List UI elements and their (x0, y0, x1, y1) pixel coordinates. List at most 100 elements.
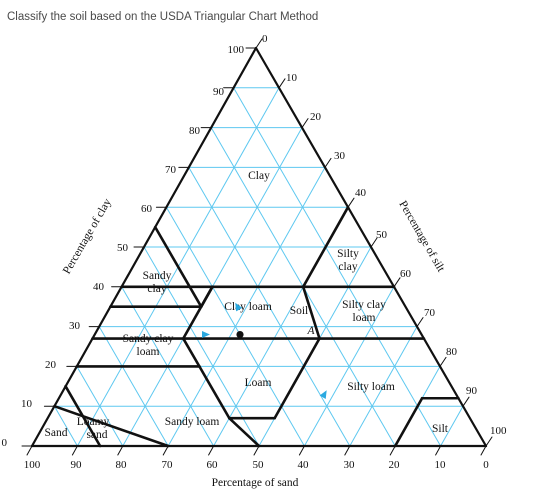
grid-line-sand (188, 166, 351, 447)
class-label-clay-loam: Clay loam (224, 301, 272, 313)
class-label-silty-clay: Silty (337, 248, 359, 260)
silt-tick (393, 277, 401, 288)
silt-tick (439, 356, 447, 367)
grid-line-sand (233, 87, 442, 447)
grid-line-sand (143, 246, 260, 447)
class-label-clay: Clay (248, 170, 270, 182)
class-boundary (153, 225, 203, 309)
class-label-silty-loam: Silty loam (347, 381, 395, 393)
soil-sample-point (236, 330, 244, 339)
sand-guide-arrow (235, 302, 243, 312)
sand-tick (389, 445, 396, 456)
class-boundary (198, 365, 231, 420)
silt-tick (462, 396, 470, 407)
clay-tick-label: 70 (165, 164, 177, 176)
class-boundary (301, 285, 321, 340)
silt-tick-label: 80 (446, 346, 458, 358)
sand-tick-label: 100 (24, 459, 41, 471)
silt-tick-label: 30 (334, 150, 346, 162)
clay-tick-label: 60 (141, 203, 153, 215)
sand-tick-label: 30 (344, 459, 356, 471)
silt-tick-label: 70 (424, 307, 436, 319)
class-label-sandy-clay-loam: Sandy clay (123, 333, 174, 345)
sand-tick (480, 445, 487, 456)
sand-tick (71, 445, 78, 456)
class-label-sandy-clay-loam: loam (137, 346, 160, 358)
class-label-loamy-sand: Loamy (77, 416, 110, 428)
silt-tick-label: 10 (286, 72, 298, 84)
sand-tick-label: 0 (483, 459, 489, 471)
sand-tick (162, 445, 169, 456)
silt-tick-label: 90 (466, 385, 478, 397)
grid-line-silt (349, 326, 418, 447)
class-label-sandy-loam: Sandy loam (165, 416, 220, 428)
class-label-loamy-sand: sand (86, 429, 107, 441)
silt-tick-label: 50 (376, 229, 388, 241)
class-label-sandy-clay: clay (147, 283, 166, 295)
sand-axis-title: Percentage of sand (212, 477, 299, 489)
silt-tick (278, 78, 286, 89)
silt-tick-label: 60 (400, 268, 412, 280)
class-label-silty-clay: clay (338, 261, 357, 273)
grid-line-silt (440, 405, 464, 447)
class-boundary (273, 337, 321, 420)
class-label-silty-clay-loam: loam (353, 312, 376, 324)
class-label-loam: Loam (245, 377, 272, 389)
clay-tick-label: 30 (69, 320, 81, 332)
soil-point-sublabel: A (306, 325, 315, 337)
class-label-sandy-clay: Sandy (143, 270, 172, 282)
clay-tick-label: 0 (2, 437, 8, 449)
sand-tick (435, 445, 442, 456)
sand-tick-label: 40 (298, 459, 310, 471)
class-boundary (181, 285, 214, 340)
grid-line-silt (303, 286, 395, 447)
clay-tick-label: 50 (117, 242, 129, 254)
sand-tick-label: 50 (253, 459, 265, 471)
sand-tick-label: 70 (162, 459, 174, 471)
clay-tick-label: 100 (228, 44, 245, 56)
sand-tick (253, 445, 260, 456)
sand-tick (117, 445, 124, 456)
sand-tick-label: 90 (71, 459, 83, 471)
clay-tick-label: 10 (21, 398, 33, 410)
class-boundary (181, 337, 201, 368)
silt-tick-label: 0 (262, 33, 268, 45)
class-boundary (393, 396, 424, 448)
sand-tick (344, 445, 351, 456)
grid-line-sand (53, 405, 78, 447)
silt-tick-label: 40 (355, 187, 367, 199)
silt-tick (301, 118, 309, 129)
silt-tick (416, 317, 424, 328)
silt-guide-arrow (319, 390, 327, 399)
clay-guide-arrow (202, 331, 210, 339)
grid-line-silt (167, 166, 326, 447)
axis-ticks (21, 38, 493, 456)
sand-tick-label: 10 (435, 459, 447, 471)
silt-axis-title: Percentage of silt (396, 199, 447, 275)
clay-tick-label: 40 (93, 281, 105, 293)
sand-tick (208, 445, 215, 456)
silt-tick (324, 157, 332, 168)
triangle-grid (53, 87, 464, 447)
class-boundary (53, 404, 170, 448)
class-label-silt: Silt (432, 423, 449, 435)
question-text: Classify the soil based on the USDA Tria… (7, 11, 319, 23)
silt-tick (485, 436, 493, 447)
grid-line-sand (98, 326, 169, 447)
silt-tick-label: 20 (310, 111, 322, 123)
clay-tick-label: 90 (213, 86, 225, 98)
silt-tick-label: 100 (490, 425, 507, 437)
silt-tick (370, 237, 378, 248)
sand-tick-label: 60 (207, 459, 219, 471)
sand-tick-label: 20 (389, 459, 401, 471)
soil-guide-arrows (202, 302, 327, 399)
class-label-silty-clay-loam: Silty clay (342, 299, 386, 311)
silt-tick (347, 197, 355, 208)
class-label-sand: Sand (45, 427, 68, 439)
clay-tick-label: 80 (189, 125, 201, 137)
sand-tick (26, 445, 33, 456)
sand-tick-label: 80 (116, 459, 128, 471)
class-boundary (301, 205, 350, 289)
class-boundary (227, 416, 261, 448)
